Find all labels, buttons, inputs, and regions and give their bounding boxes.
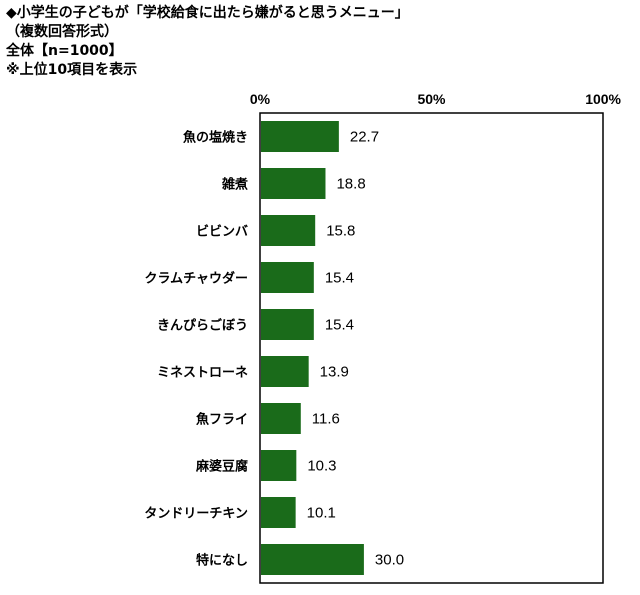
bar	[261, 309, 314, 340]
bar	[261, 121, 339, 152]
value-label: 18.8	[336, 176, 365, 193]
bar	[261, 544, 364, 575]
category-label: タンドリーチキン	[144, 507, 248, 522]
plot-frame	[259, 112, 604, 584]
category-label: 麻婆豆腐	[195, 459, 248, 475]
sample-size: 全体【n=1000】	[6, 43, 123, 59]
value-label: 30.0	[375, 552, 404, 569]
x-tick-label: 100%	[585, 91, 621, 107]
bar	[261, 403, 301, 434]
category-label: 特になし	[196, 553, 248, 569]
chart-subtitle: （複数回答形式）	[6, 24, 118, 40]
bar	[261, 215, 316, 246]
category-label: 魚フライ	[196, 412, 248, 428]
value-label: 15.8	[326, 223, 355, 240]
value-label: 10.3	[307, 458, 336, 475]
x-tick-label: 0%	[250, 91, 271, 107]
bar	[261, 262, 314, 293]
category-label: 雑煮	[221, 177, 248, 193]
bar	[261, 450, 297, 481]
category-label: ビビンバ	[196, 224, 248, 240]
bar	[261, 168, 326, 199]
category-label: クラムチャウダー	[145, 271, 248, 287]
bar	[261, 497, 296, 528]
bar	[261, 356, 309, 387]
chart-note: ※上位10項目を表示	[6, 62, 138, 78]
value-label: 10.1	[307, 505, 336, 522]
value-label: 15.4	[325, 317, 354, 334]
category-label: きんぴらごぼう	[157, 318, 248, 334]
chart-title: ◆小学生の子どもが「学校給食に出たら嫌がると思うメニュー」	[6, 5, 409, 21]
x-tick-label: 50%	[417, 91, 446, 107]
value-label: 11.6	[312, 411, 340, 428]
value-label: 22.7	[350, 129, 379, 146]
value-label: 13.9	[320, 364, 349, 381]
category-label: 魚の塩焼き	[183, 130, 248, 146]
chart-header: ◆小学生の子どもが「学校給食に出たら嫌がると思うメニュー」 （複数回答形式） 全…	[6, 4, 626, 80]
value-label: 15.4	[325, 270, 354, 287]
category-label: ミネストローネ	[157, 366, 248, 381]
